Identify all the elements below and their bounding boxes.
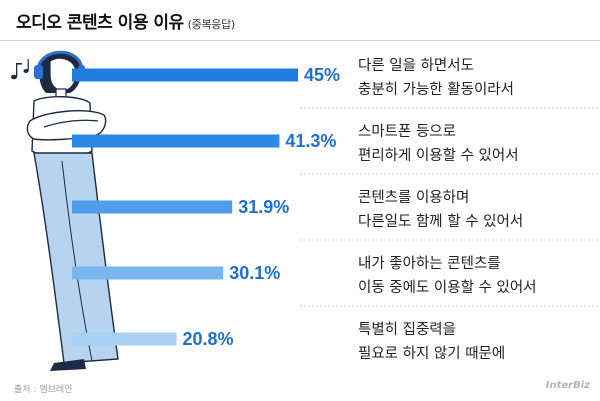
category-label: 필요로 하지 않기 때문에 [358, 345, 505, 362]
header: 오디오 콘텐츠 이용 이유 (중복응답) [0, 0, 600, 41]
face-shape [49, 57, 77, 92]
value-label: 45% [304, 65, 340, 85]
category-label: 내가 좋아하는 콘텐츠를 [358, 255, 501, 272]
brand-logo: InterBiz [545, 380, 590, 391]
chart-title: 오디오 콘텐츠 이용 이유 (중복응답) [16, 8, 235, 33]
category-label: 특별히 집중력을 [358, 321, 456, 338]
arm-fold-line [43, 119, 99, 128]
headphone-band [36, 50, 84, 72]
bar [72, 266, 224, 280]
headphone-ear-left [34, 65, 43, 79]
value-label: 20.8% [183, 329, 234, 349]
bar [72, 134, 280, 148]
value-label: 30.1% [229, 263, 280, 283]
source-note: 출처 : 엠브레인 [14, 385, 73, 395]
value-label: 31.9% [238, 197, 289, 217]
category-label: 다른 일을 하면서도 [358, 57, 474, 74]
category-label: 다른일도 함께 할 수 있어서 [358, 213, 523, 230]
value-label: 41.3% [285, 131, 336, 151]
category-label: 충분히 가능한 활동이라서 [358, 81, 514, 98]
music-note-icon [11, 59, 29, 80]
bar [72, 200, 233, 214]
category-label: 스마트폰 등으로 [358, 123, 456, 140]
category-label: 이동 중에도 이용할 수 있어서 [358, 279, 537, 296]
category-label: 편리하게 이용할 수 있어서 [358, 147, 519, 164]
chart-title-text: 오디오 콘텐츠 이용 이유 [16, 13, 184, 33]
bar [72, 68, 298, 82]
header-divider [0, 40, 600, 41]
shoe-shape [50, 359, 86, 371]
bar [72, 332, 177, 346]
category-label: 콘텐츠를 이용하며 [358, 189, 469, 206]
chart-subtitle: (중복응답) [187, 18, 236, 31]
